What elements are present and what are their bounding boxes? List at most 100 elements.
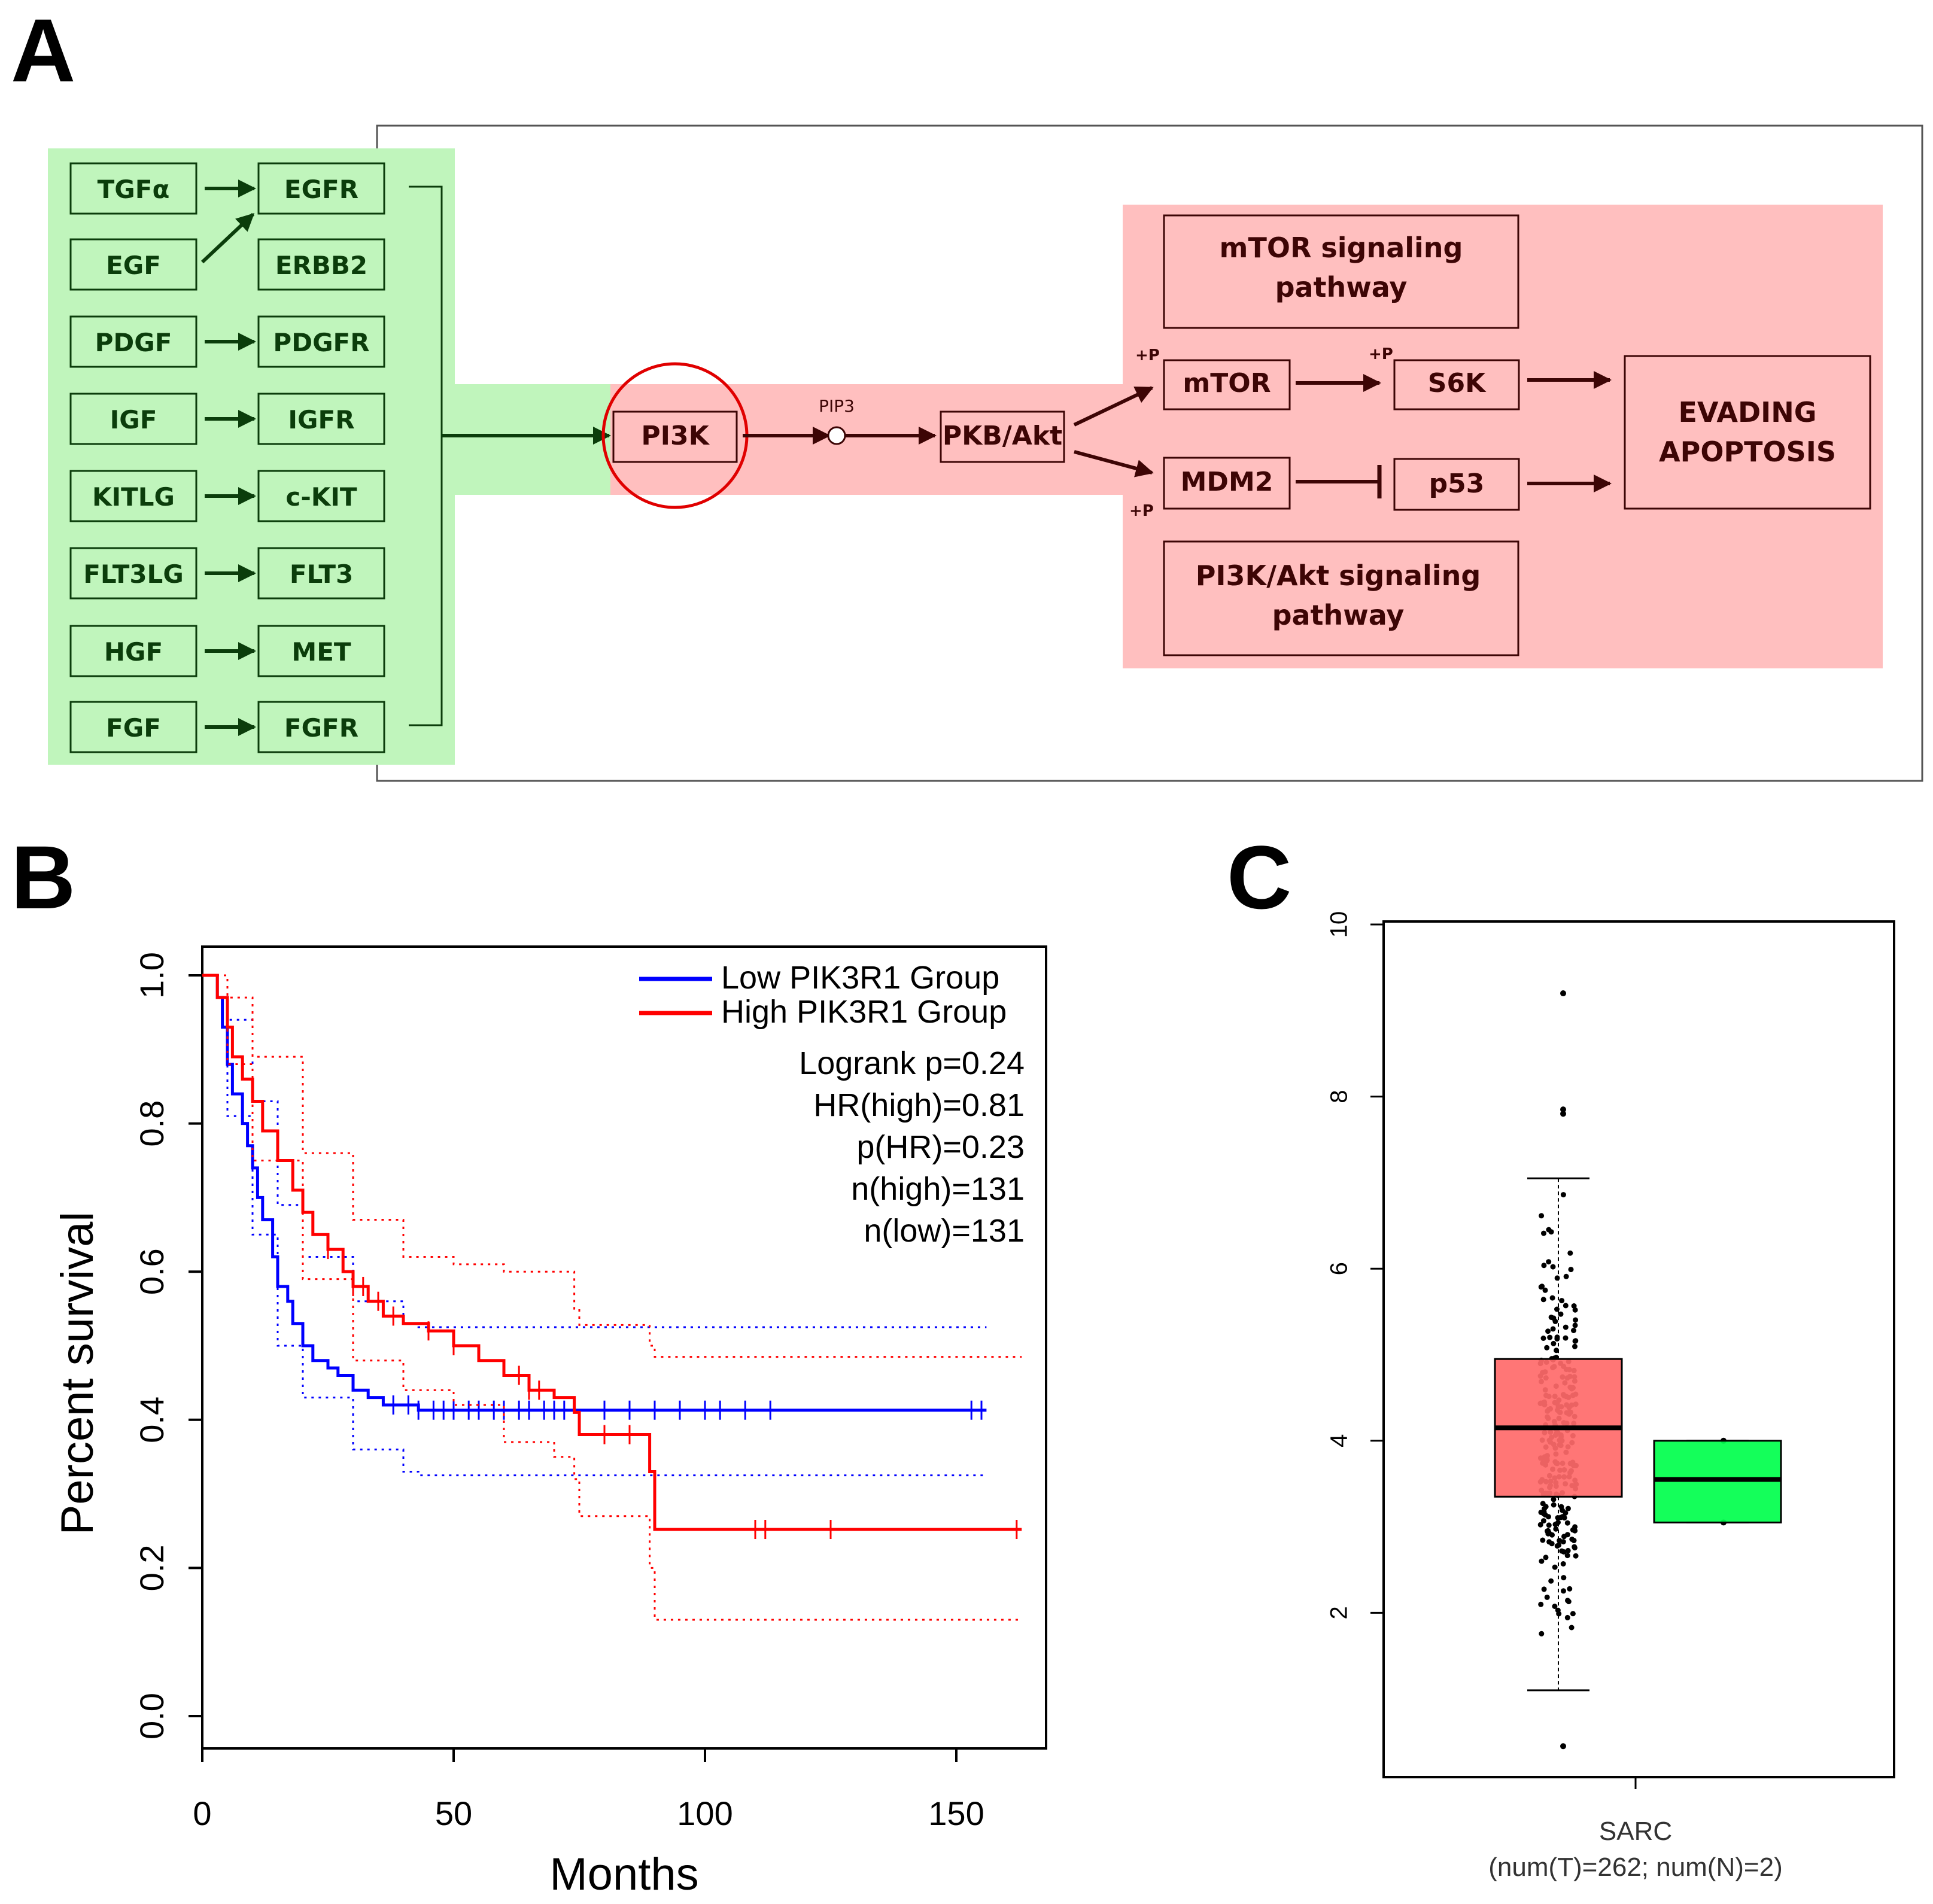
tumor-point (1540, 1537, 1546, 1543)
ligand-label: FGF (106, 713, 161, 743)
tumor-point (1568, 1267, 1574, 1273)
tumor-point (1564, 1614, 1570, 1620)
receptor-label: FGFR (284, 713, 358, 743)
mtor-pathway-line1: mTOR signaling (1220, 232, 1463, 264)
tumor-point (1554, 1543, 1560, 1549)
ligand-label: PDGF (95, 328, 172, 357)
tumor-point (1572, 1307, 1578, 1313)
mtor-phospho-label: +P (1135, 346, 1160, 364)
pathway-diagram: A TGFα EGFR EGF ERBB2 PDGF PDGFR IGF IGFR KITLG c… (11, 0, 1923, 782)
tumor-point (1565, 1505, 1571, 1511)
tumor-point (1567, 1250, 1573, 1256)
receptor-0: EGFR (257, 162, 385, 215)
high-lower-ci (202, 974, 1022, 1621)
evading-apoptosis-node: EVADING APOPTOSIS (1624, 355, 1871, 510)
egf-to-egfr-arrow (200, 212, 255, 264)
tumor-point (1561, 1515, 1567, 1521)
mtor-pathway-node: mTOR signaling pathway (1163, 214, 1519, 329)
receptor-label: c-KIT (285, 482, 357, 512)
boxplot-xlabel-sub: (num(T)=262; num(N)=2) (1488, 1853, 1782, 1882)
tumor-point (1543, 1555, 1549, 1561)
expression-boxplot: C 2 4 6 8 10 SARC (num(T)=262; num(N)=2) (1227, 827, 1895, 1882)
high-upper-ci (202, 974, 1022, 1358)
x-tick-label: 0 (193, 1794, 211, 1832)
ligand-5: FLT3LG (69, 547, 197, 600)
pip3-node (827, 426, 846, 445)
normal-box (1653, 1440, 1782, 1523)
y-tick-label: 4 (1326, 1434, 1353, 1447)
tumor-point (1559, 1298, 1565, 1304)
survival-xlabel: Months (549, 1849, 698, 1900)
x-tick-label: 50 (435, 1794, 472, 1832)
y-tick-label: 0.4 (133, 1397, 171, 1443)
tumor-point (1551, 1340, 1557, 1346)
ligand-label: HGF (104, 637, 163, 667)
ligand-label: IGF (110, 405, 157, 434)
tumor-point (1551, 1497, 1557, 1502)
tumor-point (1563, 1324, 1569, 1330)
tumor-point (1571, 1328, 1576, 1333)
survival-chart: B 0 50 100 150 0.0 0.2 0.4 0.6 0.8 1.0 Low PIK3R1… (11, 827, 1047, 1900)
tumor-point (1550, 1326, 1556, 1332)
tumor-point (1544, 1345, 1550, 1351)
akt-node: PKB/Akt (940, 410, 1065, 463)
ligand-0: TGFα (69, 162, 197, 215)
tumor-point (1570, 1611, 1576, 1617)
tumor-point (1540, 1518, 1546, 1524)
tumor-point (1561, 1549, 1567, 1555)
tumor-point (1544, 1594, 1550, 1600)
tumor-point (1541, 1586, 1547, 1592)
tumor-point (1560, 1539, 1566, 1545)
boxplot-frame (1382, 920, 1895, 1778)
tumor-point (1572, 1545, 1578, 1551)
tumor-point (1541, 1230, 1546, 1236)
receptor-6: MET (257, 625, 385, 677)
tumor-point (1546, 1259, 1552, 1265)
evading-line2: APOPTOSIS (1659, 436, 1836, 468)
tumor-point (1565, 1547, 1571, 1553)
s6k-node: S6K (1393, 359, 1520, 410)
tumor-point (1566, 1599, 1572, 1605)
mtor-label: mTOR (1183, 368, 1271, 399)
y-tick-label: 2 (1326, 1606, 1353, 1619)
ligand-label: FLT3LG (83, 559, 184, 589)
p53-label: p53 (1429, 469, 1485, 499)
s6k-phospho-label: +P (1369, 345, 1393, 363)
tumor-point (1573, 1338, 1579, 1344)
y-tick-label: 6 (1326, 1262, 1353, 1275)
pip3-label: PIP3 (819, 396, 855, 416)
tumor-point (1539, 1558, 1545, 1564)
tumor-point (1552, 1564, 1558, 1570)
high-survival-curve (202, 974, 1022, 1531)
legend-stat: HR(high)=0.81 (813, 1087, 1025, 1123)
tumor-box (1494, 1177, 1623, 1692)
receptor-7: FGFR (257, 701, 385, 753)
tumor-point (1540, 1297, 1546, 1303)
pi3k-akt-pathway-line2: pathway (1272, 599, 1405, 631)
tumor-point (1541, 1263, 1547, 1269)
legend-entry: Low PIK3R1 Group (721, 960, 999, 996)
legend-stat: p(HR)=0.23 (856, 1129, 1025, 1165)
tumor-point (1549, 1295, 1555, 1301)
ligand-4: KITLG (69, 470, 197, 522)
legend-entry: High PIK3R1 Group (721, 994, 1007, 1030)
tumor-point (1572, 1343, 1578, 1349)
evading-line1: EVADING (1678, 396, 1816, 428)
tumor-point (1548, 1315, 1554, 1320)
tumor-point (1558, 1311, 1564, 1317)
x-tick-label: 150 (928, 1794, 984, 1832)
receptor-1: ERBB2 (257, 238, 385, 291)
ligand-6: HGF (69, 625, 197, 677)
tumor-point (1547, 1334, 1553, 1340)
tumor-point (1564, 1553, 1570, 1559)
ligand-7: FGF (69, 701, 197, 753)
tumor-point (1552, 1522, 1558, 1528)
ligand-2: PDGF (69, 315, 197, 368)
y-tick-label: 1.0 (133, 952, 171, 999)
tumor-point (1540, 1336, 1546, 1341)
akt-to-mdm2-arrow (1074, 450, 1154, 477)
receptor-label: FLT3 (290, 559, 353, 589)
tumor-point (1542, 1287, 1548, 1293)
receptor-label: IGFR (288, 405, 354, 434)
tumor-point (1554, 1348, 1560, 1354)
